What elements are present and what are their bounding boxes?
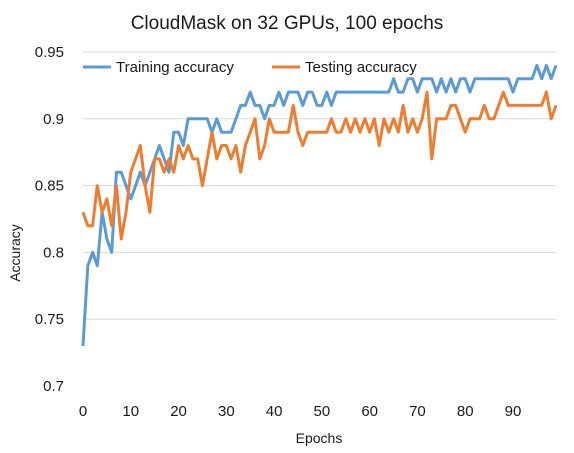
gridlines xyxy=(83,51,556,320)
legend-label-training: Training accuracy xyxy=(116,59,234,76)
chart-title: CloudMask on 32 GPUs, 100 epochs xyxy=(131,13,444,34)
y-axis-ticks: 0.7 0.75 0.8 0.85 0.9 0.95 xyxy=(35,44,64,395)
x-axis-ticks: 0 10 20 30 40 50 60 70 80 90 xyxy=(79,403,522,420)
x-tick-label: 40 xyxy=(266,403,283,420)
x-tick-label: 20 xyxy=(170,403,187,420)
x-tick-label: 30 xyxy=(218,403,235,420)
legend-label-testing: Testing accuracy xyxy=(305,59,417,76)
series-lines xyxy=(81,63,558,346)
x-tick-label: 60 xyxy=(361,403,378,420)
y-tick-label: 0.9 xyxy=(43,111,64,128)
testing-accuracy-line xyxy=(81,90,558,241)
y-tick-label: 0.8 xyxy=(43,244,64,261)
x-axis-title: Epochs xyxy=(296,430,343,446)
training-accuracy-line xyxy=(81,63,558,346)
y-axis-title: Accuracy xyxy=(7,224,23,282)
y-tick-label: 0.85 xyxy=(35,178,64,195)
y-tick-label: 0.75 xyxy=(35,311,64,328)
x-tick-label: 90 xyxy=(505,403,522,420)
legend: Training accuracy Testing accuracy xyxy=(83,59,417,76)
x-tick-label: 50 xyxy=(314,403,331,420)
x-tick-label: 10 xyxy=(122,403,139,420)
x-tick-label: 0 xyxy=(79,403,87,420)
x-tick-label: 80 xyxy=(457,403,474,420)
y-tick-label: 0.7 xyxy=(43,378,64,395)
x-tick-label: 70 xyxy=(409,403,426,420)
y-tick-label: 0.95 xyxy=(35,44,64,61)
